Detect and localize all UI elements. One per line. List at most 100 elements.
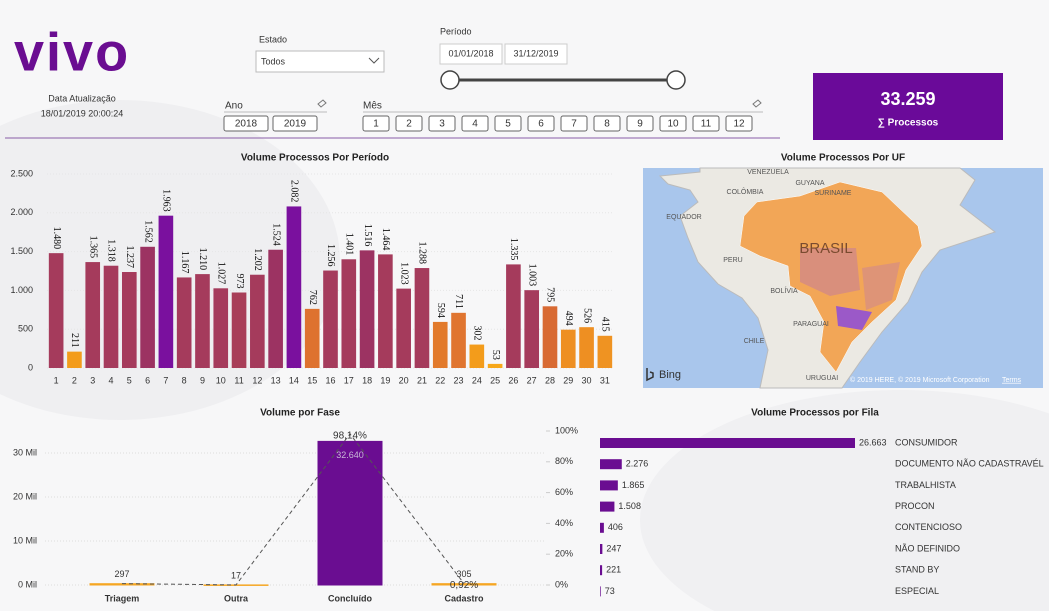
bar [560,329,576,368]
x-tick-label: 16 [325,375,335,385]
month-button-label[interactable]: 1 [373,119,379,130]
value-label: 415 [600,317,611,332]
value-label: 1.003 [526,264,537,287]
month-button[interactable] [560,115,588,132]
x-tick-label: 13 [271,375,281,385]
bar [414,268,430,368]
value-label: 1.237 [124,246,135,269]
y2-tick-label: 60% [555,487,573,497]
month-button[interactable] [461,115,489,132]
bar [597,335,613,368]
year-button[interactable] [223,115,269,132]
value-label: 1.256 [325,244,336,267]
month-button-label[interactable]: 9 [637,119,643,130]
dropdown-chevron[interactable] [368,57,380,64]
bar [451,312,466,368]
map-label: BRASIL [799,240,852,257]
year-button-label[interactable]: 2019 [284,119,307,130]
logo: vivo [14,22,130,82]
month-button-label[interactable]: 11 [701,119,712,130]
bar [506,264,521,368]
category-label: CONTENCIOSO [895,522,962,532]
brazil-region[interactable] [800,248,860,296]
month-button-label[interactable]: 5 [505,119,511,130]
month-button[interactable] [395,115,423,132]
map-label: PERU [723,257,742,264]
bar [524,290,540,368]
value-label: 2.276 [626,459,649,469]
slider-handle[interactable] [440,70,460,90]
x-tick-label: 7 [163,375,168,385]
value-label: 221 [606,565,621,575]
eraser-icon[interactable] [752,99,762,108]
bar [176,277,192,368]
x-tick-label: 21 [417,375,427,385]
month-button[interactable] [692,115,720,132]
date-end[interactable]: 31/12/2019 [513,48,558,58]
value-label: 1.167 [179,251,190,274]
x-tick-label: Outra [224,593,249,603]
kpi-label: ∑ Processos [878,118,939,129]
periodo-label: Período [440,26,472,36]
ano-label: Ano [225,101,243,112]
year-button[interactable] [272,115,318,132]
date-end-box[interactable] [504,43,568,65]
y-tick-label: 500 [18,324,33,334]
year-button-label[interactable]: 2018 [235,119,258,130]
value-label: 305 [456,569,471,579]
eraser-icon[interactable] [317,99,327,108]
value-label: 1.524 [270,223,281,246]
month-button[interactable] [494,115,522,132]
slider-handle[interactable] [666,70,686,90]
month-button-label[interactable]: 10 [667,119,679,130]
map[interactable]: BRASIL VENEZUELA COLÔMBIA GUYANA SURINAM… [643,167,1043,389]
month-button[interactable] [428,115,456,132]
month-button-label[interactable]: 7 [571,119,577,130]
estado-label: Estado [259,34,287,44]
month-button[interactable] [527,115,555,132]
map-terms[interactable]: Terms [1002,377,1022,384]
date-start-box[interactable] [439,43,503,65]
bar [268,249,283,368]
x-tick-label: 5 [127,375,132,385]
month-button[interactable] [659,115,687,132]
bar [286,206,302,368]
bar [600,522,604,533]
mes-label: Mês [363,101,382,112]
estado-value[interactable]: Todos [261,56,286,66]
month-button[interactable] [362,115,390,132]
brazil-region[interactable] [862,262,900,310]
month-button-label[interactable]: 12 [733,119,745,130]
x-tick-label: 28 [545,375,555,385]
month-button-label[interactable]: 2 [406,119,412,130]
x-tick-label: 29 [563,375,573,385]
estado-dropdown[interactable] [255,50,385,73]
month-button-label[interactable]: 6 [538,119,544,130]
bar [231,292,247,368]
slicer-buttons: 2018 2019 1 2 3 4 5 6 7 8 9 10 11 12 [223,115,753,132]
value-label: 247 [606,543,621,553]
month-button-label[interactable]: 3 [439,119,445,130]
map-label: GUYANA [795,180,824,187]
bar [432,321,448,368]
value-label: 1.210 [197,248,208,271]
month-button-label[interactable]: 4 [472,119,478,130]
value-label: 53 [490,350,501,360]
bar [158,215,174,368]
kpi-card [813,73,1003,140]
value-label: 795 [545,287,556,302]
brazil-region[interactable] [836,306,872,330]
month-button[interactable] [593,115,621,132]
category-label: PROCON [895,501,935,511]
value-label: 526 [581,308,592,323]
month-button[interactable] [725,115,753,132]
x-tick-label: 1 [54,375,59,385]
bar [469,344,485,368]
bar [487,363,503,368]
x-tick-label: 4 [109,375,114,385]
month-button-label[interactable]: 8 [604,119,610,130]
map-label: CHILE [744,338,765,345]
date-start[interactable]: 01/01/2018 [448,48,493,58]
month-button[interactable] [626,115,654,132]
